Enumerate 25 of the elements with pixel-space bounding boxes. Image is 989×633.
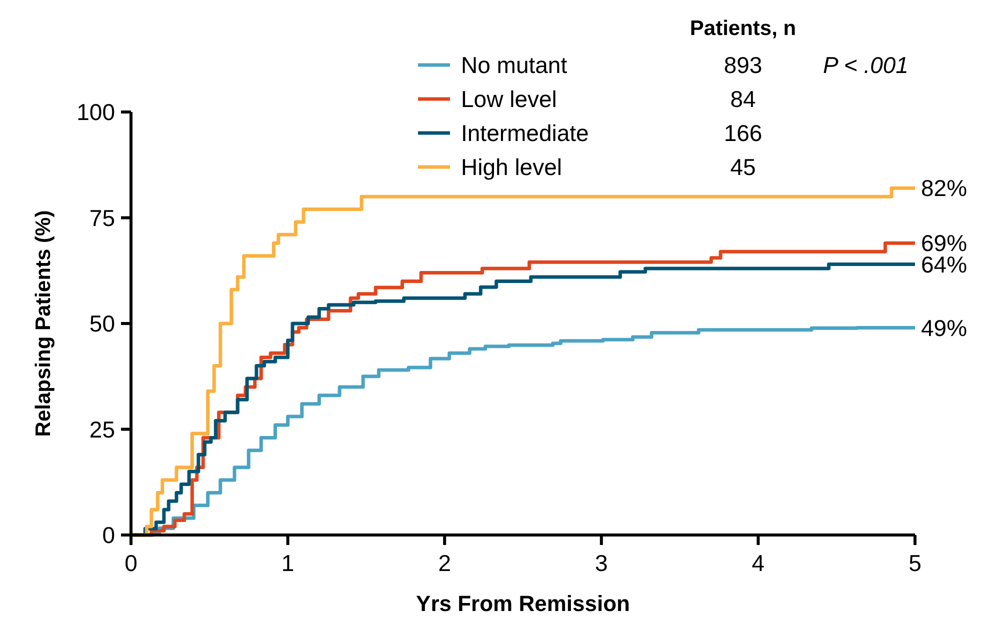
x-tick-label: 5 — [908, 550, 922, 576]
y-tick-label: 100 — [76, 99, 115, 126]
legend-label: Low level — [461, 86, 557, 112]
text: P < .001 — [823, 52, 908, 78]
annotation: 45 — [730, 154, 756, 180]
legend-label: High level — [461, 154, 562, 180]
x-axis-title: Yrs From Remission — [416, 591, 630, 616]
legend-title: Patients, n — [690, 17, 796, 40]
text: 893 — [724, 52, 762, 78]
annotation: 84 — [730, 86, 756, 112]
y-tick-label: 0 — [102, 522, 115, 548]
y-axis-title: Relapsing Patients (%) — [32, 210, 55, 437]
y-tick-label: 50 — [89, 310, 115, 337]
x-tick-label: 1 — [281, 550, 294, 576]
data-label: 82% — [921, 175, 968, 202]
x-tick-label: 2 — [438, 550, 451, 576]
legend-label: Intermediate — [461, 120, 589, 146]
legend-label: No mutant — [461, 52, 568, 78]
y-tick-label: 75 — [89, 204, 115, 231]
annotation: 166 — [724, 120, 762, 146]
x-tick-label: 4 — [752, 550, 765, 576]
x-tick-label: 0 — [124, 550, 138, 576]
x-tick-label: 3 — [595, 550, 608, 576]
data-label: 49% — [921, 314, 968, 341]
y-tick-label: 25 — [89, 416, 115, 442]
